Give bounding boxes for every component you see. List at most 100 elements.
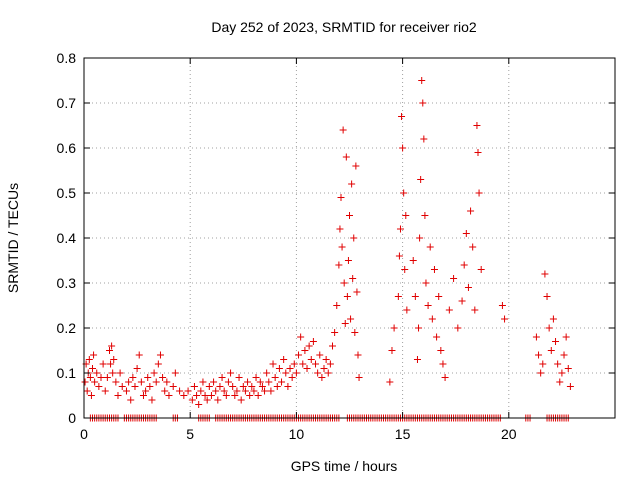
- data-point: [256, 378, 264, 386]
- data-point: [184, 387, 192, 395]
- data-point: [118, 383, 126, 390]
- data-point: [288, 374, 296, 381]
- data-point: [541, 270, 549, 278]
- y-tick-label: 0.1: [57, 365, 77, 381]
- data-point: [420, 135, 428, 143]
- y-tick-label: 0.2: [57, 320, 77, 336]
- data-point: [286, 365, 294, 372]
- data-point: [329, 342, 337, 350]
- data-point: [239, 383, 247, 390]
- data-point: [195, 401, 203, 408]
- data-point: [231, 392, 239, 399]
- data-point: [87, 392, 95, 399]
- data-point: [81, 378, 89, 386]
- grid-lines: [84, 58, 615, 418]
- data-point: [205, 383, 213, 390]
- data-point: [252, 374, 260, 381]
- data-point: [322, 356, 330, 363]
- data-point: [395, 252, 403, 260]
- data-point: [229, 383, 237, 390]
- data-point: [316, 351, 324, 359]
- data-point: [537, 369, 545, 377]
- data-point: [271, 374, 279, 381]
- data-point: [210, 378, 218, 386]
- data-point: [326, 360, 334, 368]
- data-point: [193, 392, 201, 399]
- data-point: [214, 396, 222, 404]
- data-point: [122, 387, 130, 395]
- data-point: [333, 302, 341, 309]
- data-point: [90, 351, 98, 359]
- data-point: [400, 189, 408, 197]
- data-point: [303, 365, 311, 372]
- data-point: [401, 266, 409, 273]
- data-point: [422, 279, 430, 287]
- data-point: [146, 383, 154, 390]
- data-point: [386, 378, 394, 386]
- data-point: [165, 392, 173, 399]
- data-point: [532, 333, 540, 341]
- data-point: [152, 378, 160, 386]
- data-point: [419, 99, 427, 107]
- data-point: [114, 392, 122, 399]
- data-point: [539, 360, 547, 368]
- data-point: [469, 243, 477, 251]
- data-point: [335, 261, 343, 269]
- data-point: [343, 293, 351, 300]
- data-point: [97, 374, 105, 381]
- data-point: [399, 144, 407, 152]
- data-point: [163, 378, 171, 386]
- data-point: [93, 369, 101, 377]
- data-point: [105, 347, 113, 354]
- data-point: [127, 396, 135, 404]
- data-point: [258, 383, 266, 390]
- data-point: [267, 387, 275, 395]
- data-point: [314, 369, 322, 377]
- data-point: [450, 275, 458, 282]
- y-tick-label: 0.6: [57, 140, 77, 156]
- data-point: [320, 365, 328, 372]
- data-point: [350, 234, 358, 242]
- data-point: [498, 302, 506, 309]
- data-point: [280, 356, 288, 363]
- data-point: [549, 315, 557, 323]
- data-point: [331, 329, 339, 336]
- data-point: [248, 383, 256, 390]
- data-point: [265, 378, 273, 386]
- x-tick-label: 0: [80, 426, 88, 442]
- data-point: [467, 207, 475, 215]
- data-point: [439, 360, 447, 368]
- data-points: [81, 77, 574, 422]
- data-point: [241, 387, 249, 395]
- data-point: [562, 333, 570, 341]
- data-point: [435, 293, 443, 300]
- data-point: [290, 360, 298, 368]
- data-point: [156, 351, 164, 359]
- data-point: [409, 257, 417, 264]
- data-point: [336, 225, 344, 233]
- data-point: [413, 356, 421, 363]
- data-point: [417, 176, 425, 183]
- x-axis-label: GPS time / hours: [291, 458, 398, 474]
- data-point: [171, 369, 179, 377]
- data-point: [354, 351, 362, 359]
- data-point: [460, 261, 468, 269]
- data-point: [348, 180, 356, 188]
- data-point: [564, 365, 572, 372]
- data-point: [324, 369, 332, 377]
- data-point: [295, 351, 303, 359]
- data-point: [233, 387, 241, 395]
- data-point: [99, 360, 107, 368]
- data-point: [411, 293, 419, 300]
- data-point: [396, 225, 404, 233]
- data-point: [554, 360, 562, 368]
- x-tick-label: 5: [186, 426, 194, 442]
- data-point: [85, 356, 93, 363]
- data-point: [275, 365, 283, 372]
- data-point: [424, 302, 432, 309]
- data-point: [415, 324, 423, 332]
- data-point: [441, 374, 449, 381]
- data-point: [235, 374, 243, 381]
- data-point: [462, 230, 470, 237]
